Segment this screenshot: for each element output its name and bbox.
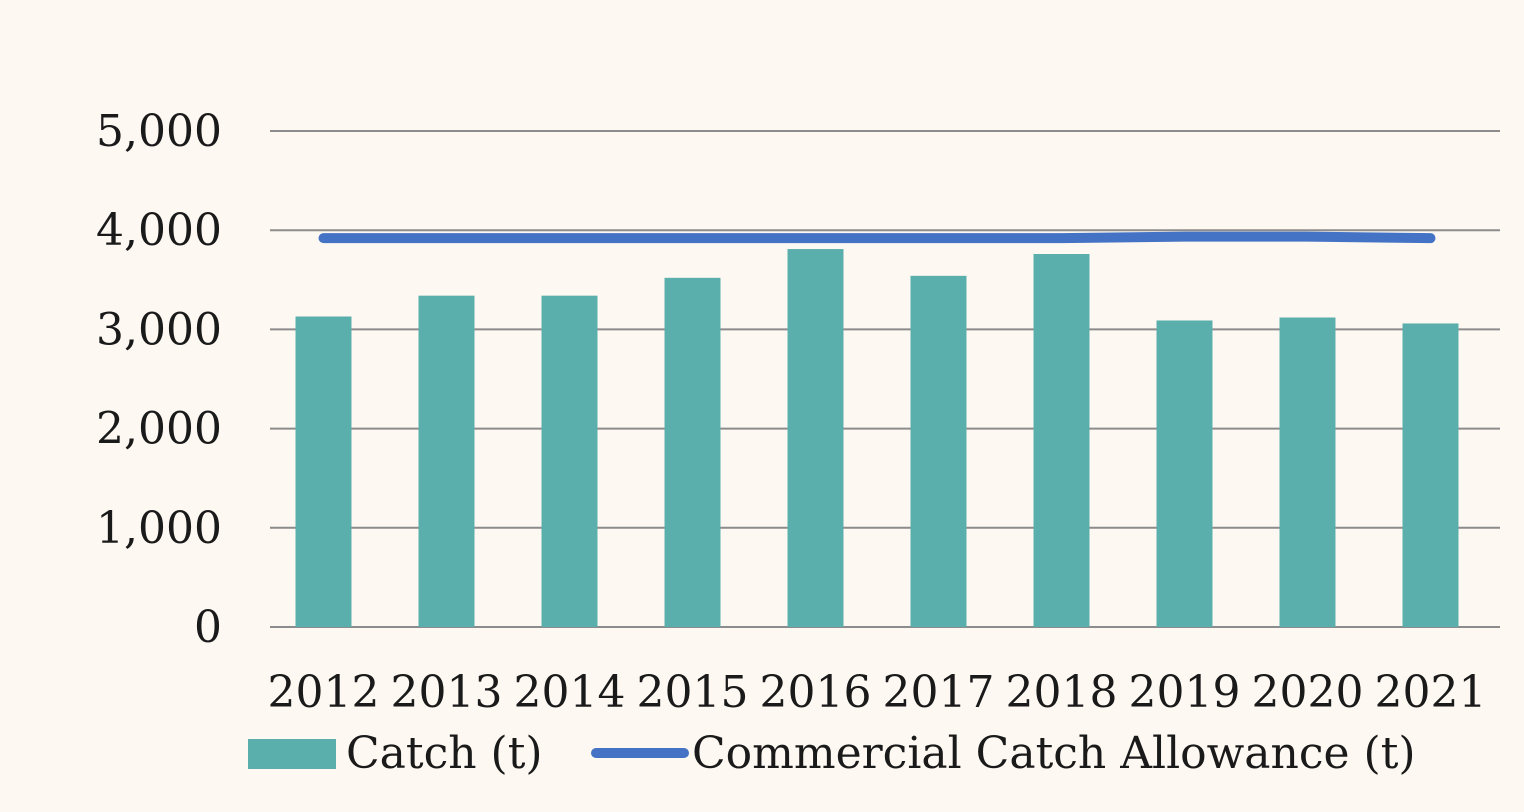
legend: Catch (t) Commercial Catch Allowance (t): [248, 728, 1416, 779]
x-tick-label-2013: 2013: [391, 667, 503, 718]
bar-catch-2018: [1033, 254, 1090, 627]
x-tick-label-2012: 2012: [268, 667, 380, 718]
bar-catch-2019: [1156, 320, 1213, 627]
x-tick-label-2020: 2020: [1252, 667, 1364, 718]
catch-bars: [295, 249, 1459, 627]
y-tick-label: 5,000: [96, 106, 222, 157]
legend-label-catch: Catch (t): [346, 728, 543, 779]
x-tick-label-2016: 2016: [760, 667, 872, 718]
x-tick-label-2019: 2019: [1129, 667, 1241, 718]
bar-catch-2012: [295, 316, 352, 627]
x-tick-label-2017: 2017: [883, 667, 995, 718]
x-tick-label-2021: 2021: [1375, 667, 1487, 718]
bar-catch-2020: [1279, 317, 1336, 627]
bar-catch-2017: [910, 275, 967, 627]
gridlines: [270, 130, 1500, 628]
bar-catch-2021: [1402, 323, 1459, 627]
x-tick-label-2015: 2015: [637, 667, 749, 718]
y-tick-label: 0: [194, 602, 222, 653]
bar-catch-2016: [787, 249, 844, 627]
line-commercial-catch-allowance: [318, 231, 1436, 244]
y-tick-label: 2,000: [96, 404, 222, 455]
bar-catch-2015: [664, 277, 721, 627]
allowance-line-layer: [318, 231, 1436, 244]
x-tick-label-2018: 2018: [1006, 667, 1118, 718]
y-tick-label: 4,000: [96, 205, 222, 256]
y-tick-label: 3,000: [96, 304, 222, 355]
bar-catch-2014: [541, 295, 598, 627]
legend-label-allowance: Commercial Catch Allowance (t): [692, 728, 1416, 779]
y-tick-label: 1,000: [96, 503, 222, 554]
x-axis-tick-labels: 2012 2013 2014 2015 2016 2017 2018 2019 2020 2021: [268, 667, 1487, 718]
bar-catch-2013: [418, 295, 475, 627]
y-axis-tick-labels: 0 1,000 2,000 3,000 4,000 5,000: [96, 106, 222, 653]
legend-swatch-catch: [248, 739, 336, 769]
x-tick-label-2014: 2014: [514, 667, 626, 718]
